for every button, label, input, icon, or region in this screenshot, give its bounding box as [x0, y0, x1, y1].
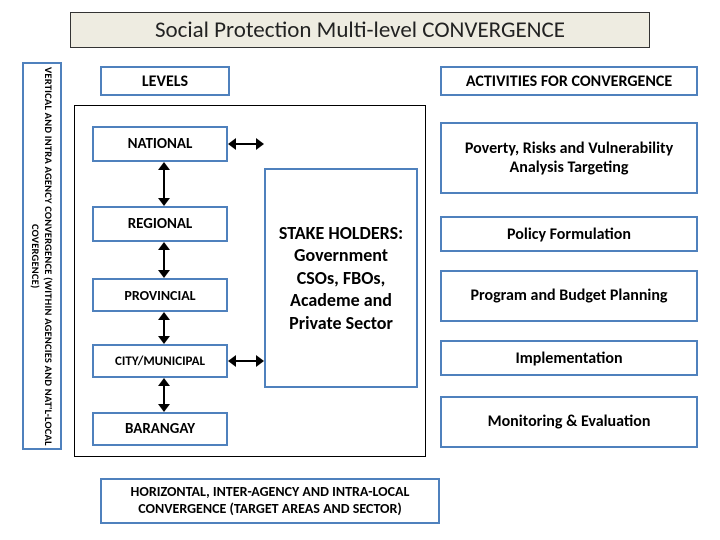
activity-poverty-text: Poverty, Risks and Vulnerability Analysi… [442, 139, 696, 177]
activity-implementation: Implementation [440, 340, 698, 376]
arrow-city-barangay [156, 378, 172, 412]
arrow-provincial-city [156, 312, 172, 344]
horizontal-convergence-text: HORIZONTAL, INTER-AGENCY AND INTRA-LOCAL… [106, 484, 434, 518]
level-city-label: CITY/MUNICIPAL [115, 354, 205, 369]
levels-header-text: LEVELS [142, 72, 188, 91]
level-regional: REGIONAL [92, 206, 228, 242]
activities-header: ACTIVITIES FOR CONVERGENCE [440, 66, 698, 96]
level-city: CITY/MUNICIPAL [92, 344, 228, 378]
arrow-national-regional [156, 162, 172, 206]
arrow-regional-provincial [156, 242, 172, 278]
vertical-convergence-label: VERTICAL AND INTRA AGENCY CONVERGENCE (W… [29, 64, 55, 448]
level-national-label: NATIONAL [128, 135, 193, 153]
activity-program: Program and Budget Planning [440, 270, 698, 322]
level-barangay-label: BARANGAY [125, 420, 195, 438]
stakeholders-box: STAKE HOLDERS: Government CSOs, FBOs, Ac… [264, 168, 418, 388]
level-national: NATIONAL [92, 126, 228, 162]
level-provincial-label: PROVINCIAL [124, 287, 195, 304]
level-provincial: PROVINCIAL [92, 278, 228, 312]
activity-program-text: Program and Budget Planning [470, 286, 667, 305]
level-regional-label: REGIONAL [128, 215, 193, 233]
arrow-national-stake [228, 136, 264, 152]
activity-implementation-text: Implementation [515, 349, 622, 368]
page-title: Social Protection Multi-level CONVERGENC… [70, 12, 650, 48]
activity-monitoring-text: Monitoring & Evaluation [488, 412, 651, 431]
level-barangay: BARANGAY [92, 412, 228, 446]
title-text: Social Protection Multi-level CONVERGENC… [155, 16, 565, 44]
activity-monitoring: Monitoring & Evaluation [440, 396, 698, 448]
arrow-city-stake [228, 353, 264, 369]
activity-policy-text: Policy Formulation [507, 225, 631, 244]
activities-header-text: ACTIVITIES FOR CONVERGENCE [466, 72, 672, 91]
activity-policy: Policy Formulation [440, 216, 698, 252]
vertical-convergence-box: VERTICAL AND INTRA AGENCY CONVERGENCE (W… [22, 62, 62, 450]
activity-poverty: Poverty, Risks and Vulnerability Analysi… [440, 122, 698, 194]
horizontal-convergence-box: HORIZONTAL, INTER-AGENCY AND INTRA-LOCAL… [100, 478, 440, 524]
stakeholders-text: STAKE HOLDERS: Government CSOs, FBOs, Ac… [272, 222, 410, 335]
levels-header: LEVELS [100, 66, 230, 96]
